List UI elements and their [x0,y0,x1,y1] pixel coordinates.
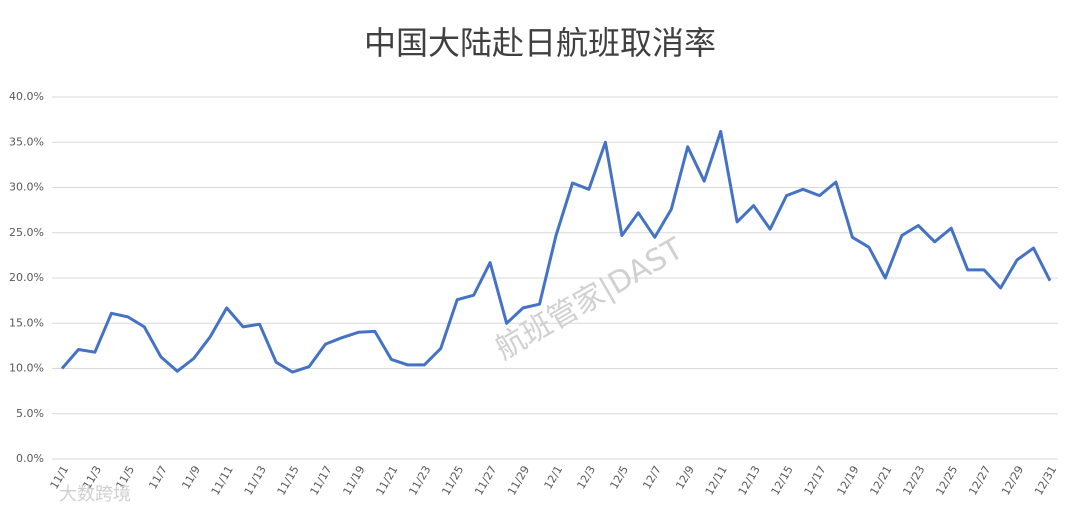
x-tick-label: 12/3 [575,464,599,492]
y-tick-label: 10.0% [9,362,44,375]
x-tick-label: 12/17 [802,464,829,498]
x-tick-label: 11/25 [439,464,466,498]
y-tick-label: 30.0% [9,181,44,194]
y-tick-label: 35.0% [9,135,44,148]
x-tick-label: 11/19 [340,464,367,498]
watermark: 航班管家|DAST [490,231,690,367]
x-tick-label: 11/13 [242,464,269,498]
y-tick-label: 15.0% [9,316,44,329]
x-tick-label: 12/9 [673,464,697,492]
y-tick-label: 20.0% [9,271,44,284]
y-tick-label: 0.0% [16,452,44,465]
x-tick-label: 11/9 [179,464,203,492]
x-tick-label: 12/5 [607,464,631,492]
x-tick-label: 12/7 [640,464,664,492]
y-tick-label: 25.0% [9,226,44,239]
chart-title: 中国大陆赴日航班取消率 [364,24,716,62]
x-tick-label: 12/27 [966,464,993,498]
y-tick-label: 40.0% [9,90,44,103]
x-tick-label: 12/21 [867,464,894,498]
x-tick-label: 12/11 [703,464,730,498]
x-tick-label: 11/29 [505,464,532,498]
x-tick-label: 11/21 [373,464,400,498]
y-tick-label: 5.0% [16,407,44,420]
x-tick-label: 11/17 [308,464,335,498]
x-tick-label: 11/7 [146,464,170,492]
x-tick-label: 12/23 [900,464,927,498]
x-tick-label: 12/29 [999,464,1026,498]
x-tick-label: 11/15 [275,464,302,498]
line [60,129,1052,374]
x-tick-label: 11/11 [209,464,236,498]
x-tick-label: 12/19 [834,464,861,498]
watermark: 大数跨境 [59,484,131,505]
x-tick-label: 12/13 [736,464,763,498]
x-tick-label: 11/27 [472,463,499,497]
x-tick-label: 12/1 [542,464,566,492]
x-tick-label: 11/23 [406,464,433,498]
x-tick-label: 12/25 [933,464,960,498]
x-tick-label: 12/31 [1032,464,1059,498]
x-tick-label: 12/15 [769,464,796,498]
